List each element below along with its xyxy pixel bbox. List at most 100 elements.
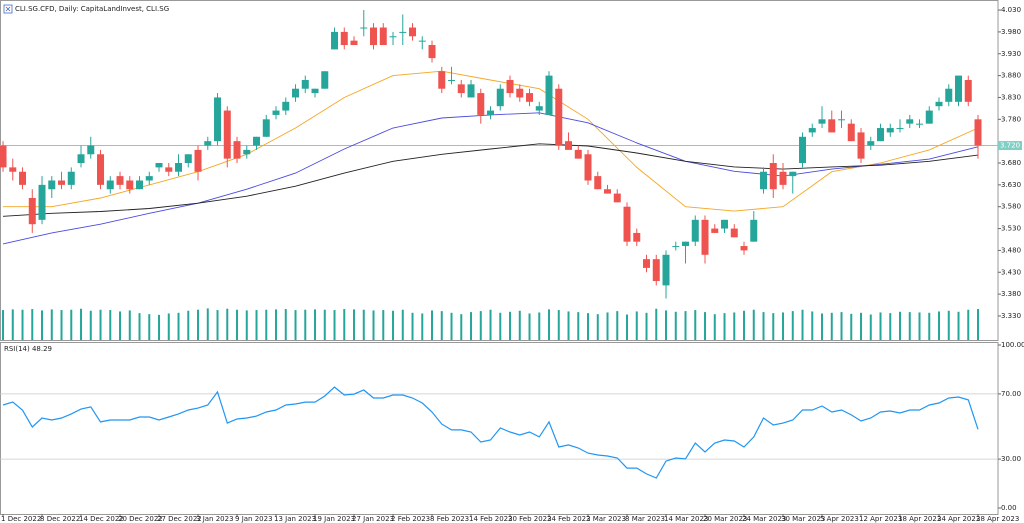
candle-body bbox=[48, 180, 56, 190]
y-tick-label: 3.380 bbox=[1001, 290, 1021, 298]
volume-bar bbox=[596, 314, 599, 340]
candle-body bbox=[233, 141, 241, 159]
volume-bar bbox=[11, 309, 14, 340]
x-tick-label: 20 Dec 2022 bbox=[118, 515, 163, 523]
axes: 3.720 4.030 3.980 3.930 3.880 3.830 3.780 3.680… bbox=[1, 6, 1024, 523]
volume-bar bbox=[99, 309, 102, 340]
volume-bar bbox=[762, 312, 765, 340]
volume-bar bbox=[509, 311, 512, 340]
volume-bar bbox=[713, 314, 716, 340]
y-tick-label: 3.630 bbox=[1001, 181, 1021, 189]
candle-body bbox=[282, 101, 290, 111]
volume-bar bbox=[967, 309, 970, 340]
volume-bar bbox=[928, 312, 931, 340]
candle-body bbox=[828, 119, 836, 133]
x-tick-label: 24 Feb 2023 bbox=[547, 515, 591, 523]
candle-body bbox=[87, 145, 95, 155]
candle-body bbox=[516, 88, 524, 98]
candle-body bbox=[223, 110, 231, 159]
volume-bar bbox=[938, 311, 941, 340]
volume-bar bbox=[587, 313, 590, 340]
y-tick-label: 30.00 bbox=[1001, 455, 1021, 463]
candle-body bbox=[935, 101, 943, 107]
volume-bar bbox=[801, 309, 804, 340]
candle-body bbox=[916, 123, 924, 125]
volume-bar bbox=[889, 313, 892, 340]
volume-bar bbox=[21, 309, 24, 340]
candle-body bbox=[945, 88, 953, 102]
y-tick-label: 3.780 bbox=[1001, 115, 1021, 123]
y-tick-label: 3.830 bbox=[1001, 93, 1021, 101]
volume-bar bbox=[528, 313, 531, 340]
candle-body bbox=[97, 154, 105, 185]
y-tick-label: 3.480 bbox=[1001, 246, 1021, 254]
candle-body bbox=[565, 141, 573, 150]
y-tick-label: 70.00 bbox=[1001, 390, 1021, 398]
volume-bar bbox=[226, 308, 229, 340]
volume-bar bbox=[382, 310, 385, 340]
x-tick-label: 14 Feb 2023 bbox=[469, 515, 513, 523]
candle-body bbox=[711, 228, 719, 233]
volume-bar bbox=[879, 312, 882, 340]
volume-bar bbox=[353, 309, 356, 340]
candle-body bbox=[194, 149, 202, 172]
volume-bar bbox=[411, 312, 414, 340]
x-tick-label: 19 Jan 2023 bbox=[313, 515, 355, 523]
volume-bar bbox=[304, 309, 307, 340]
volume-bar bbox=[557, 310, 560, 340]
y-tick-label: 4.030 bbox=[1001, 6, 1021, 14]
volume-bar bbox=[158, 314, 161, 340]
volume-bar bbox=[840, 312, 843, 340]
candle-body bbox=[77, 154, 85, 164]
volume-bar bbox=[314, 309, 317, 340]
candle-body bbox=[496, 88, 504, 107]
candle-body bbox=[126, 180, 134, 190]
price-plot bbox=[0, 10, 998, 340]
volume-bar bbox=[80, 308, 83, 340]
volume-bar bbox=[635, 311, 638, 340]
rsi-panel-frame bbox=[0, 342, 999, 515]
volume-bar bbox=[811, 311, 814, 340]
candle-body bbox=[750, 219, 758, 242]
volume-bar bbox=[947, 310, 950, 340]
volume-bar bbox=[197, 309, 200, 340]
candle-body bbox=[272, 110, 280, 115]
current-price-box bbox=[998, 141, 1022, 151]
volume-bar bbox=[128, 310, 131, 340]
candle-body bbox=[721, 219, 729, 229]
y-tick-label: 3.580 bbox=[1001, 203, 1021, 211]
candle-body bbox=[682, 241, 690, 247]
candle-body bbox=[253, 136, 261, 146]
volume-bar bbox=[119, 311, 122, 340]
candle-body bbox=[662, 254, 670, 286]
moving-average-line bbox=[2, 143, 979, 217]
candle-body bbox=[877, 128, 885, 142]
candle-body bbox=[67, 171, 75, 185]
candle-body bbox=[955, 75, 963, 102]
volume-bar bbox=[255, 310, 258, 340]
candle-body bbox=[906, 119, 914, 124]
candle-body bbox=[477, 93, 485, 115]
volume-bar bbox=[343, 309, 346, 340]
candle-body bbox=[857, 132, 865, 159]
volume-bar bbox=[733, 312, 736, 340]
candle-body bbox=[399, 31, 407, 33]
candle-body bbox=[574, 149, 582, 159]
volume-bar bbox=[489, 309, 492, 340]
volume-bar bbox=[206, 308, 209, 340]
candle-body bbox=[165, 167, 173, 172]
volume-bar bbox=[333, 310, 336, 340]
candle-body bbox=[789, 171, 797, 177]
candle-body bbox=[184, 154, 192, 164]
candle-body bbox=[691, 219, 699, 242]
candle-body bbox=[779, 171, 787, 185]
y-tick-label: 100.00 bbox=[1001, 341, 1024, 349]
candle-body bbox=[613, 193, 621, 203]
x-tick-label: 8 Mar 2023 bbox=[625, 515, 665, 523]
candle-body bbox=[331, 31, 339, 50]
candle-body bbox=[106, 180, 114, 190]
rsi-plot bbox=[0, 386, 998, 479]
x-tick-label: 27 Jan 2023 bbox=[352, 515, 394, 523]
